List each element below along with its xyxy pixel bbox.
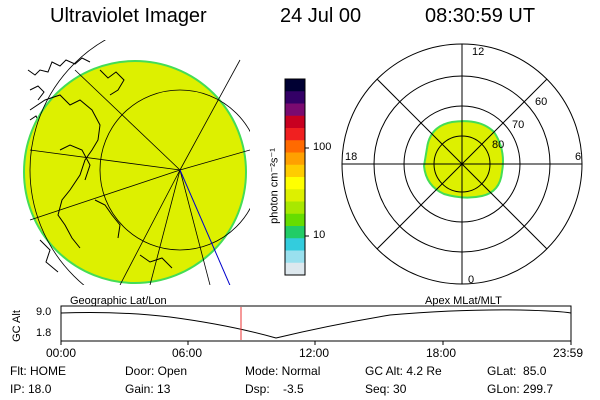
seq-value: Seq: 30	[365, 382, 407, 396]
altitude-curve	[60, 309, 572, 339]
geographic-grid	[29, 40, 250, 285]
door-status: Door: Open	[125, 364, 188, 378]
colorbar-segment	[285, 128, 305, 141]
mlt-label-0: 0	[468, 274, 475, 286]
altitude-timeline	[60, 305, 572, 345]
geographic-panel-label: Geographic Lat/Lon	[70, 295, 167, 307]
colorbar-segment	[285, 177, 305, 190]
auroral-image-disk	[23, 60, 247, 284]
mode-status: Mode: Normal	[245, 364, 321, 378]
altitude-y-label: GC Alt	[11, 310, 23, 342]
colorbar-segment	[285, 189, 305, 202]
x-tick-2359: 23:59	[553, 346, 584, 360]
time-label: 08:30:59 UT	[425, 5, 536, 27]
geographic-image-panel	[23, 40, 250, 285]
colorbar	[284, 78, 309, 276]
polar-mlt-panel	[341, 43, 583, 285]
colorbar-segment	[285, 91, 305, 104]
x-tick-0600: 06:00	[172, 346, 203, 360]
colorbar-segment	[285, 152, 305, 166]
gain-value: Gain: 13	[125, 382, 171, 396]
colorbar-segment	[285, 250, 305, 264]
mlat-label-60: 60	[535, 96, 548, 108]
x-tick-1200: 12:00	[299, 346, 330, 360]
dsp-value: Dsp: -3.5	[245, 382, 304, 396]
x-tick-0000: 00:00	[46, 346, 77, 360]
glon-value: GLon: 299.7	[487, 382, 554, 396]
altitude-y-tick-1-8: 1.8	[36, 327, 52, 339]
x-tick-1800: 18:00	[426, 346, 457, 360]
colorbar-tick-label-100: 100	[313, 141, 332, 153]
colorbar-unit-label: photon cm⁻²s⁻¹	[268, 148, 281, 224]
gc-alt-value: GC Alt: 4.2 Re	[365, 364, 442, 378]
colorbar-segment	[285, 213, 305, 227]
mlat-label-80: 80	[492, 139, 505, 151]
colorbar-segment	[285, 115, 305, 129]
glat-value: GLat: 85.0	[487, 364, 547, 378]
colorbar-segment	[285, 201, 305, 215]
mlt-label-18: 18	[345, 151, 358, 163]
flight-status: Flt: HOME	[10, 364, 66, 378]
date-label: 24 Jul 00	[280, 5, 362, 27]
colorbar-segment	[285, 262, 305, 276]
mlt-label-6: 6	[575, 151, 582, 163]
colorbar-segment	[285, 164, 305, 178]
mlt-label-12: 12	[472, 46, 485, 58]
auroral-oval	[422, 120, 504, 199]
colorbar-tick-label-10: 10	[313, 229, 326, 241]
colorbar-segment	[285, 103, 305, 117]
colorbar-segment	[285, 238, 305, 251]
colorbar-segment	[285, 140, 305, 153]
mlat-label-70: 70	[512, 119, 525, 131]
apex-panel-label: Apex MLat/MLT	[425, 295, 502, 307]
colorbar-segment	[285, 79, 305, 92]
ip-value: IP: 18.0	[10, 382, 52, 396]
altitude-y-tick-9: 9.0	[36, 306, 52, 318]
app-title: Ultraviolet Imager	[50, 5, 207, 27]
colorbar-segment	[285, 226, 305, 239]
